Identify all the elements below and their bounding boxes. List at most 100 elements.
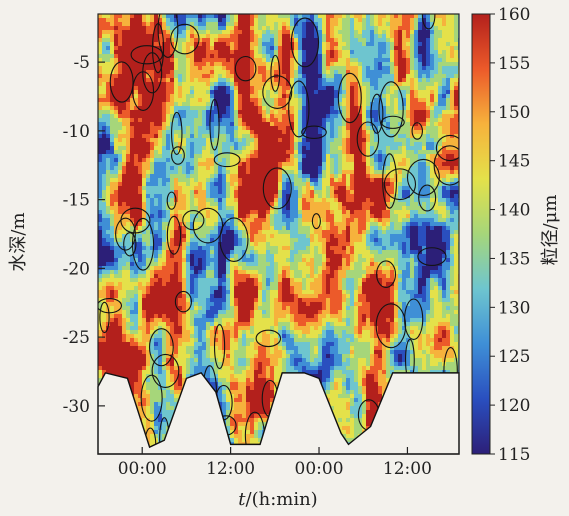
contour-cell: [390, 202, 395, 207]
contour-cell: [206, 30, 211, 35]
contour-cell: [182, 18, 187, 23]
contour-cell: [130, 166, 135, 171]
contour-cell: [306, 126, 311, 131]
contour-cell: [218, 106, 223, 111]
contour-cell: [330, 86, 335, 91]
contour-cell: [246, 50, 251, 55]
contour-cell: [402, 50, 407, 55]
contour-cell: [194, 58, 199, 63]
contour-cell: [262, 58, 267, 63]
contour-cell: [418, 206, 423, 211]
contour-cell: [142, 66, 147, 71]
contour-cell: [358, 98, 363, 103]
contour-cell: [138, 182, 143, 187]
contour-cell: [366, 90, 371, 95]
contour-cell: [374, 194, 379, 199]
contour-cell: [394, 154, 399, 159]
contour-cell: [174, 174, 179, 179]
contour-cell: [158, 194, 163, 199]
contour-cell: [114, 30, 119, 35]
contour-cell: [258, 166, 263, 171]
contour-cell: [398, 82, 403, 87]
contour-cell: [306, 62, 311, 67]
contour-cell: [326, 34, 331, 39]
contour-cell: [170, 162, 175, 167]
contour-cell: [454, 98, 459, 103]
contour-cell: [226, 30, 231, 35]
contour-cell: [162, 230, 167, 235]
contour-cell: [378, 86, 383, 91]
contour-cell: [126, 82, 131, 87]
contour-cell: [290, 174, 295, 179]
contour-cell: [154, 118, 159, 123]
contour-cell: [142, 134, 147, 139]
contour-cell: [310, 106, 315, 111]
contour-cell: [246, 118, 251, 123]
contour-cell: [238, 162, 243, 167]
contour-cell: [146, 146, 151, 151]
contour-cell: [426, 126, 431, 131]
contour-cell: [386, 38, 391, 43]
contour-cell: [134, 146, 139, 151]
contour-cell: [114, 50, 119, 55]
contour-cell: [330, 110, 335, 115]
contour-cell: [358, 158, 363, 163]
contour-cell: [166, 66, 171, 71]
contour-cell: [370, 38, 375, 43]
contour-cell: [366, 14, 371, 19]
contour-cell: [110, 78, 115, 83]
contour-cell: [278, 30, 283, 35]
contour-cell: [394, 150, 399, 155]
contour-cell: [238, 146, 243, 151]
contour-cell: [370, 226, 375, 231]
contour-cell: [298, 34, 303, 39]
contour-cell: [310, 26, 315, 31]
contour-cell: [398, 150, 403, 155]
contour-cell: [270, 34, 275, 39]
contour-cell: [310, 190, 315, 195]
contour-cell: [334, 182, 339, 187]
contour-cell: [406, 130, 411, 135]
contour-cell: [278, 218, 283, 223]
contour-cell: [238, 110, 243, 115]
contour-cell: [378, 150, 383, 155]
contour-cell: [182, 14, 187, 19]
contour-cell: [130, 106, 135, 111]
contour-cell: [166, 230, 171, 235]
contour-cell: [186, 34, 191, 39]
contour-cell: [114, 138, 119, 143]
contour-cell: [302, 174, 307, 179]
contour-cell: [222, 118, 227, 123]
contour-cell: [274, 190, 279, 195]
contour-cell: [202, 22, 207, 27]
contour-cell: [146, 102, 151, 107]
contour-cell: [374, 154, 379, 159]
contour-cell: [190, 142, 195, 147]
contour-cell: [354, 98, 359, 103]
contour-cell: [418, 190, 423, 195]
contour-cell: [126, 222, 131, 227]
contour-cell: [134, 14, 139, 19]
contour-cell: [294, 214, 299, 219]
contour-cell: [394, 158, 399, 163]
contour-cell: [254, 158, 259, 163]
contour-cell: [270, 214, 275, 219]
contour-cell: [442, 138, 447, 143]
contour-cell: [378, 126, 383, 131]
contour-cell: [190, 154, 195, 159]
contour-cell: [278, 226, 283, 231]
contour-cell: [350, 38, 355, 43]
contour-cell: [438, 186, 443, 191]
contour-cell: [266, 178, 271, 183]
contour-cell: [110, 222, 115, 227]
contour-cell: [118, 158, 123, 163]
contour-cell: [158, 18, 163, 23]
contour-cell: [202, 174, 207, 179]
contour-cell: [418, 62, 423, 67]
contour-cell: [322, 122, 327, 127]
contour-cell: [190, 62, 195, 67]
contour-cell: [170, 18, 175, 23]
contour-cell: [166, 38, 171, 43]
contour-cell: [270, 166, 275, 171]
contour-cell: [270, 26, 275, 31]
